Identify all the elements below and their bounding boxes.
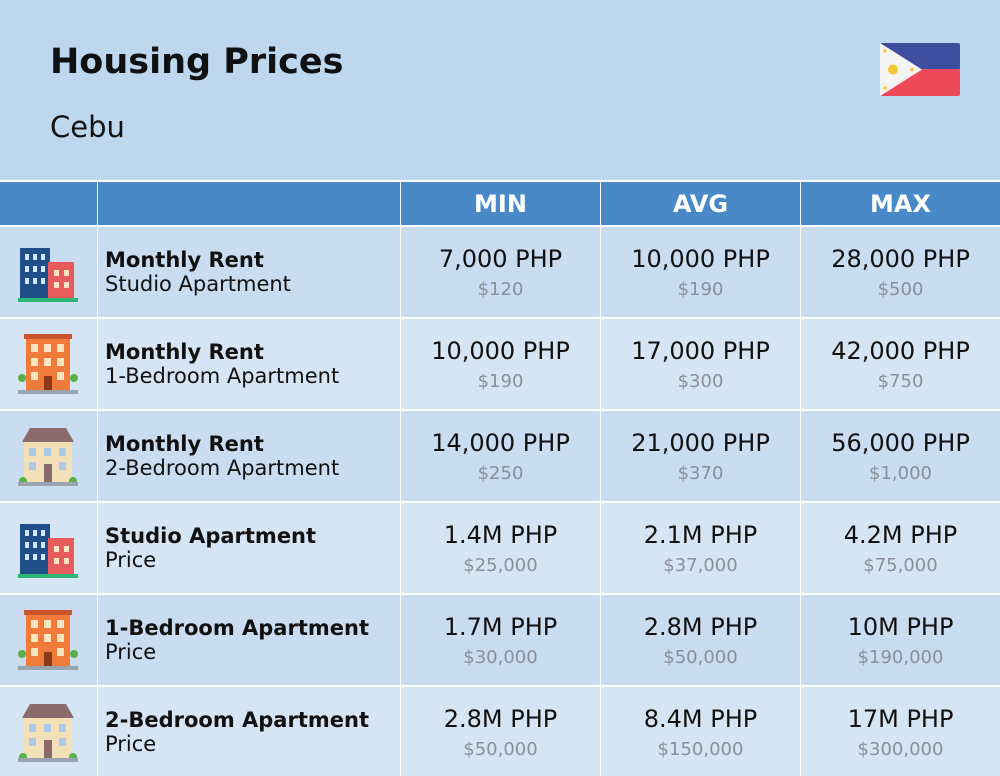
value-usd: $300,000 xyxy=(857,738,944,760)
label-cell: 1-Bedroom Apartment Price xyxy=(98,595,400,685)
value-main: 42,000 PHP xyxy=(831,336,970,365)
value-main: 8.4M PHP xyxy=(643,704,758,733)
value-main: 2.8M PHP xyxy=(643,612,758,641)
building-icon xyxy=(17,248,78,302)
value-main: 10,000 PHP xyxy=(631,244,770,273)
row-title: Monthly Rent xyxy=(105,432,264,456)
value-cell: 4.2M PHP $75,000 xyxy=(801,503,1000,593)
value-cell: 10,000 PHP $190 xyxy=(601,227,800,317)
value-cell: 17M PHP $300,000 xyxy=(801,687,1000,776)
row-subtitle: 2-Bedroom Apartment xyxy=(105,456,340,480)
value-main: 56,000 PHP xyxy=(831,428,970,457)
value-main: 21,000 PHP xyxy=(631,428,770,457)
value-usd: $50,000 xyxy=(663,646,738,668)
building-icon xyxy=(17,428,78,486)
icon-cell xyxy=(0,595,97,685)
value-cell: 21,000 PHP $370 xyxy=(601,411,800,501)
value-cell: 7,000 PHP $120 xyxy=(401,227,600,317)
label-cell: 2-Bedroom Apartment Price xyxy=(98,687,400,776)
row-title: Monthly Rent xyxy=(105,340,264,364)
label-cell: Studio Apartment Price xyxy=(98,503,400,593)
value-main: 4.2M PHP xyxy=(843,520,958,549)
row-title: Studio Apartment xyxy=(105,524,317,548)
row-subtitle: Price xyxy=(105,732,157,756)
value-cell: 14,000 PHP $250 xyxy=(401,411,600,501)
value-main: 10,000 PHP xyxy=(431,336,570,365)
value-main: 14,000 PHP xyxy=(431,428,570,457)
subtitle: Cebu xyxy=(50,110,125,144)
row-subtitle: Studio Apartment xyxy=(105,272,291,296)
value-main: 17M PHP xyxy=(847,704,954,733)
column-header: MAX xyxy=(801,182,1000,225)
value-usd: $30,000 xyxy=(463,646,538,668)
icon-cell xyxy=(0,687,97,776)
value-cell: 28,000 PHP $500 xyxy=(801,227,1000,317)
value-usd: $190 xyxy=(677,278,724,300)
header: Housing Prices Cebu xyxy=(0,0,1000,180)
header-cell xyxy=(98,182,400,225)
value-usd: $150,000 xyxy=(657,738,744,760)
value-main: 1.7M PHP xyxy=(443,612,558,641)
value-usd: $190,000 xyxy=(857,646,944,668)
icon-cell xyxy=(0,411,97,501)
header-cell xyxy=(0,182,97,225)
value-cell: 17,000 PHP $300 xyxy=(601,319,800,409)
label-cell: Monthly Rent Studio Apartment xyxy=(98,227,400,317)
value-main: 28,000 PHP xyxy=(831,244,970,273)
value-usd: $120 xyxy=(477,278,524,300)
row-title: Monthly Rent xyxy=(105,248,264,272)
value-cell: 2.8M PHP $50,000 xyxy=(601,595,800,685)
title: Housing Prices xyxy=(50,42,344,82)
icon-cell xyxy=(0,319,97,409)
value-cell: 2.8M PHP $50,000 xyxy=(401,687,600,776)
value-cell: 1.4M PHP $25,000 xyxy=(401,503,600,593)
value-usd: $1,000 xyxy=(869,462,932,484)
building-icon xyxy=(17,524,78,578)
value-usd: $370 xyxy=(677,462,724,484)
icon-cell xyxy=(0,227,97,317)
value-usd: $750 xyxy=(877,370,924,392)
value-cell: 2.1M PHP $37,000 xyxy=(601,503,800,593)
value-main: 17,000 PHP xyxy=(631,336,770,365)
value-usd: $75,000 xyxy=(863,554,938,576)
value-cell: 56,000 PHP $1,000 xyxy=(801,411,1000,501)
row-subtitle: 1-Bedroom Apartment xyxy=(105,364,340,388)
building-icon xyxy=(17,704,78,762)
value-cell: 42,000 PHP $750 xyxy=(801,319,1000,409)
value-cell: 10M PHP $190,000 xyxy=(801,595,1000,685)
value-usd: $500 xyxy=(877,278,924,300)
building-icon xyxy=(17,610,78,670)
value-cell: 1.7M PHP $30,000 xyxy=(401,595,600,685)
row-title: 1-Bedroom Apartment xyxy=(105,616,369,640)
label-cell: Monthly Rent 1-Bedroom Apartment xyxy=(98,319,400,409)
value-usd: $50,000 xyxy=(463,738,538,760)
row-title: 2-Bedroom Apartment xyxy=(105,708,369,732)
row-subtitle: Price xyxy=(105,640,157,664)
value-main: 7,000 PHP xyxy=(438,244,563,273)
value-usd: $300 xyxy=(677,370,724,392)
icon-cell xyxy=(0,503,97,593)
value-usd: $37,000 xyxy=(663,554,738,576)
value-main: 10M PHP xyxy=(847,612,954,641)
value-usd: $250 xyxy=(477,462,524,484)
value-main: 1.4M PHP xyxy=(443,520,558,549)
building-icon xyxy=(17,334,78,394)
value-cell: 10,000 PHP $190 xyxy=(401,319,600,409)
value-cell: 8.4M PHP $150,000 xyxy=(601,687,800,776)
label-cell: Monthly Rent 2-Bedroom Apartment xyxy=(98,411,400,501)
value-usd: $25,000 xyxy=(463,554,538,576)
flag xyxy=(880,43,960,96)
value-main: 2.1M PHP xyxy=(643,520,758,549)
value-main: 2.8M PHP xyxy=(443,704,558,733)
value-usd: $190 xyxy=(477,370,524,392)
column-header: AVG xyxy=(601,182,800,225)
column-header: MIN xyxy=(401,182,600,225)
row-subtitle: Price xyxy=(105,548,157,572)
